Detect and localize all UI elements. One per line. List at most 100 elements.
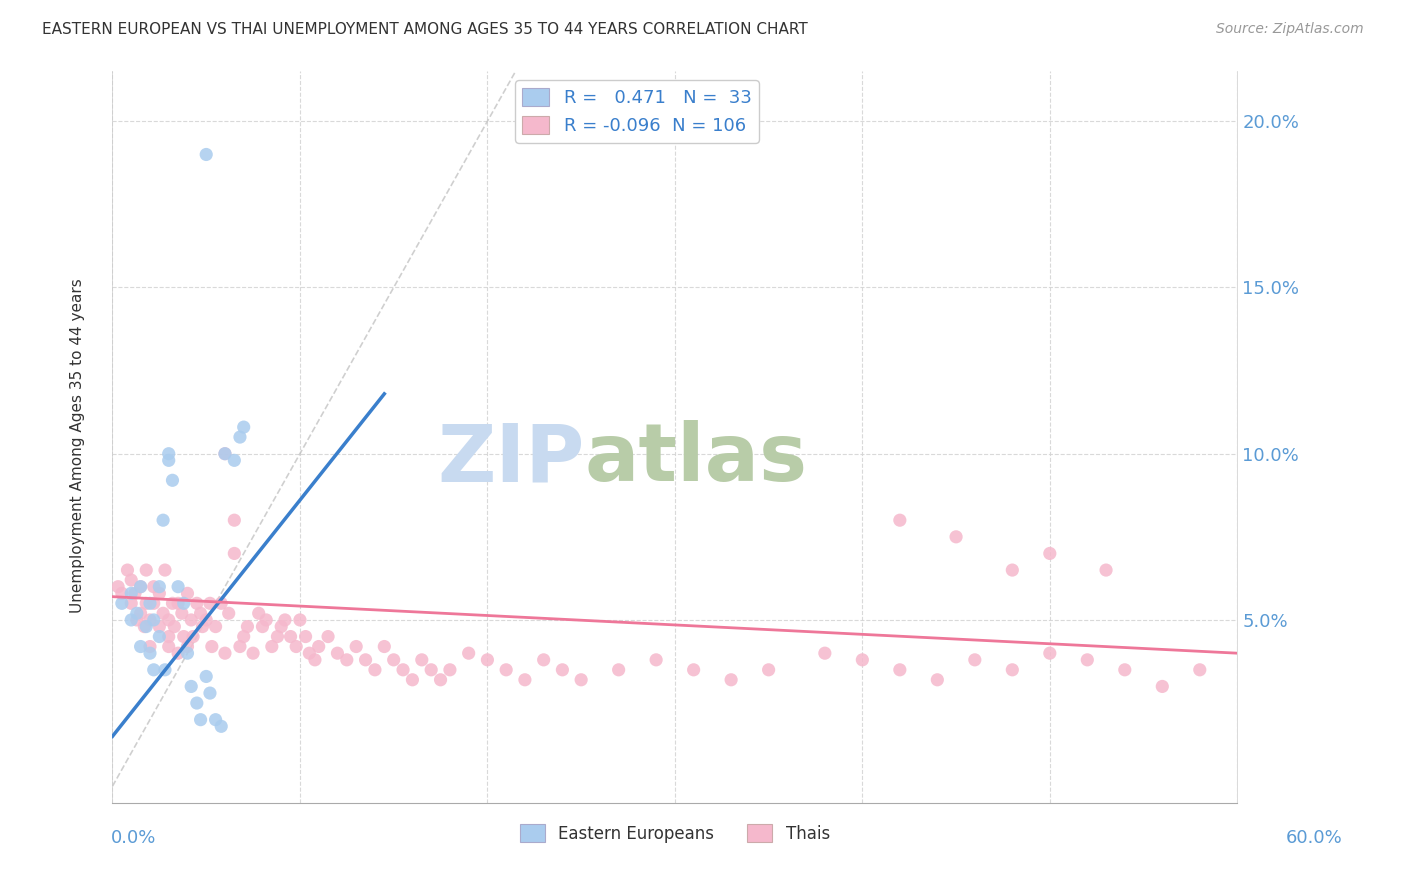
- Point: [1114, 663, 1136, 677]
- Point: [495, 663, 517, 677]
- Point: [1001, 563, 1024, 577]
- Point: [420, 663, 443, 677]
- Point: [162, 473, 184, 487]
- Point: [129, 580, 152, 594]
- Point: [382, 653, 405, 667]
- Point: [288, 613, 311, 627]
- Point: [148, 580, 170, 594]
- Point: [209, 596, 232, 610]
- Point: [180, 680, 202, 694]
- Point: [927, 673, 949, 687]
- Point: [354, 653, 377, 667]
- Point: [139, 640, 162, 654]
- Point: [152, 607, 174, 621]
- Point: [889, 513, 911, 527]
- Point: [364, 663, 387, 677]
- Point: [224, 513, 246, 527]
- Point: [963, 653, 986, 667]
- Point: [285, 640, 308, 654]
- Point: [181, 630, 204, 644]
- Point: [142, 580, 165, 594]
- Point: [190, 607, 212, 621]
- Legend: Eastern Europeans, Thais: Eastern Europeans, Thais: [513, 818, 837, 849]
- Point: [533, 653, 555, 667]
- Point: [373, 640, 395, 654]
- Point: [814, 646, 837, 660]
- Point: [124, 586, 146, 600]
- Point: [120, 596, 142, 610]
- Text: EASTERN EUROPEAN VS THAI UNEMPLOYMENT AMONG AGES 35 TO 44 YEARS CORRELATION CHAR: EASTERN EUROPEAN VS THAI UNEMPLOYMENT AM…: [42, 22, 808, 37]
- Point: [163, 619, 186, 633]
- Point: [139, 613, 162, 627]
- Point: [214, 447, 236, 461]
- Point: [198, 596, 221, 610]
- Point: [129, 607, 152, 621]
- Point: [176, 640, 198, 654]
- Point: [134, 619, 156, 633]
- Point: [142, 613, 165, 627]
- Point: [153, 663, 176, 677]
- Point: [214, 646, 236, 660]
- Point: [513, 673, 536, 687]
- Point: [111, 596, 134, 610]
- Point: [157, 447, 180, 461]
- Point: [135, 563, 157, 577]
- Point: [336, 653, 359, 667]
- Point: [204, 619, 226, 633]
- Point: [682, 663, 704, 677]
- Point: [173, 630, 195, 644]
- Point: [204, 713, 226, 727]
- Point: [142, 596, 165, 610]
- Point: [392, 663, 415, 677]
- Point: [170, 607, 193, 621]
- Point: [411, 653, 433, 667]
- Text: Source: ZipAtlas.com: Source: ZipAtlas.com: [1216, 22, 1364, 37]
- Text: 60.0%: 60.0%: [1286, 829, 1343, 847]
- Point: [344, 640, 367, 654]
- Point: [162, 596, 184, 610]
- Point: [1188, 663, 1211, 677]
- Point: [224, 453, 246, 467]
- Point: [191, 619, 214, 633]
- Point: [326, 646, 349, 660]
- Point: [758, 663, 780, 677]
- Point: [139, 646, 162, 660]
- Point: [176, 586, 198, 600]
- Point: [120, 586, 142, 600]
- Point: [157, 613, 180, 627]
- Point: [180, 613, 202, 627]
- Point: [457, 646, 479, 660]
- Point: [889, 663, 911, 677]
- Point: [201, 640, 224, 654]
- Point: [252, 619, 274, 633]
- Point: [152, 513, 174, 527]
- Point: [195, 613, 218, 627]
- Point: [551, 663, 574, 677]
- Text: ZIP: ZIP: [437, 420, 585, 498]
- Text: atlas: atlas: [585, 420, 808, 498]
- Point: [157, 453, 180, 467]
- Point: [117, 563, 139, 577]
- Point: [236, 619, 259, 633]
- Point: [260, 640, 283, 654]
- Point: [945, 530, 967, 544]
- Point: [186, 696, 208, 710]
- Point: [242, 646, 264, 660]
- Point: [148, 586, 170, 600]
- Point: [129, 640, 152, 654]
- Point: [125, 613, 148, 627]
- Point: [111, 586, 134, 600]
- Point: [298, 646, 321, 660]
- Point: [294, 630, 316, 644]
- Point: [176, 646, 198, 660]
- Point: [135, 596, 157, 610]
- Point: [153, 563, 176, 577]
- Point: [280, 630, 302, 644]
- Point: [125, 607, 148, 621]
- Point: [148, 630, 170, 644]
- Point: [129, 580, 152, 594]
- Point: [720, 673, 742, 687]
- Point: [157, 630, 180, 644]
- Point: [135, 619, 157, 633]
- Point: [477, 653, 499, 667]
